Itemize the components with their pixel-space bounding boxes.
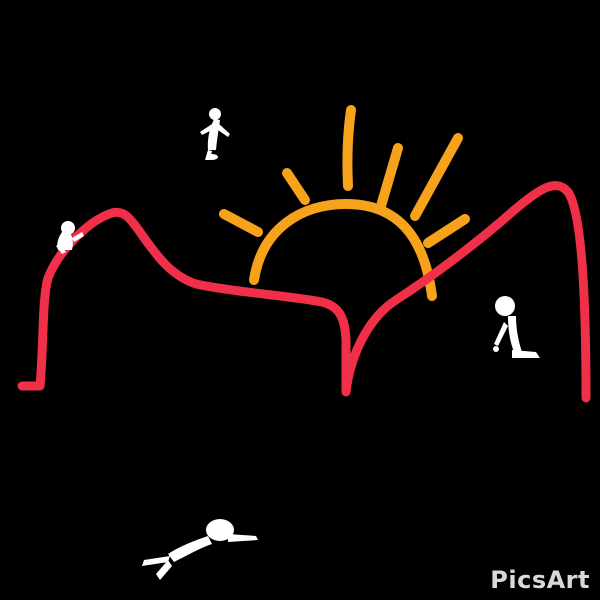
picsart-watermark: PicsArt [490,566,590,594]
sun-ray [376,143,403,211]
sun-ray [219,209,263,237]
stick-figure-kneeling [493,296,540,358]
sun-arc [249,198,437,301]
sun-ray [423,214,470,248]
sun-ray [410,133,463,221]
sun-ray [282,168,310,205]
stick-figure-standing [200,108,230,160]
sun-ray [342,105,356,191]
stick-figure-lying [142,519,258,580]
stick-figure-crouching [56,221,84,254]
mountain-ridge [17,181,591,403]
sun-rays [219,105,470,248]
